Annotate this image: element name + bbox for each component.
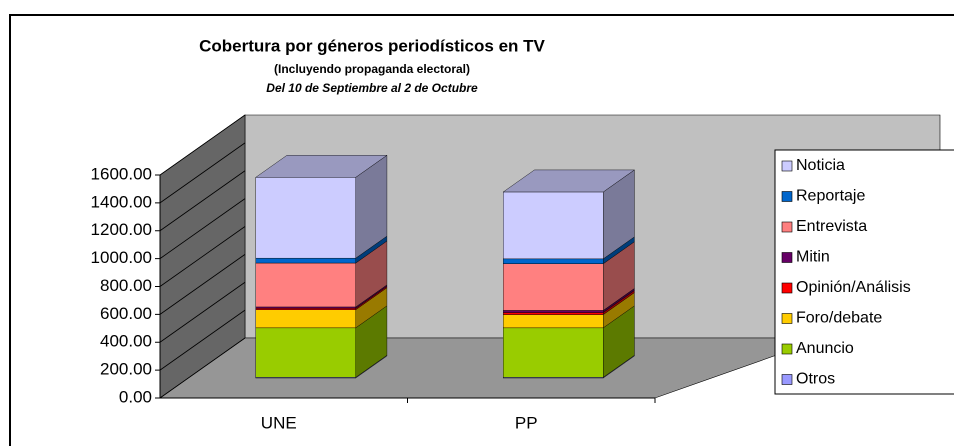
grid-line — [159, 254, 246, 315]
bar-segment — [255, 309, 356, 329]
legend-label: Foro/debate — [796, 310, 882, 327]
bar-segment — [503, 191, 604, 260]
grid-line — [159, 226, 246, 287]
y-tick-label: 1600.00 — [91, 164, 152, 183]
y-tick-label: 1400.00 — [91, 192, 152, 211]
legend-swatch — [781, 191, 793, 202]
legend-swatch — [781, 374, 793, 385]
chart-subtitle: (Incluyendo propaganda electoral) — [274, 62, 470, 76]
legend-label: Reportaje — [796, 188, 865, 205]
y-tick-label: 400.00 — [100, 332, 152, 351]
y-tick-label: 800.00 — [100, 276, 152, 295]
bar-segment — [503, 310, 604, 313]
legend-swatch — [781, 252, 793, 263]
y-tick-label: 1200.00 — [91, 220, 152, 239]
x-tick-label: PP — [515, 413, 538, 432]
bar-segment — [255, 308, 356, 310]
grid-line — [159, 337, 246, 399]
legend-label: Otros — [796, 371, 835, 388]
bar-segment — [255, 177, 356, 259]
y-tick-label: 0.00 — [119, 387, 152, 406]
grid-line — [159, 198, 246, 259]
bar-top — [255, 155, 388, 178]
grid-line — [159, 170, 246, 232]
x-tick-label: UNE — [261, 413, 297, 432]
bar-top — [502, 169, 636, 193]
bar-segment — [255, 327, 356, 378]
bar-segment — [255, 306, 356, 309]
y-tick-label: 200.00 — [100, 360, 152, 379]
bar-segment — [503, 263, 604, 311]
legend-label: Anuncio — [796, 340, 854, 357]
legend-swatch — [781, 343, 793, 355]
grid-line — [159, 309, 246, 371]
grid-line — [159, 114, 246, 176]
bar-segment — [503, 258, 604, 264]
legend-box — [774, 149, 954, 395]
legend-label: Noticia — [796, 157, 845, 174]
grid-line — [159, 142, 246, 204]
chart-title: Cobertura por géneros periodísticos en T… — [199, 36, 545, 55]
legend-swatch — [781, 221, 793, 233]
legend-swatch — [781, 313, 793, 324]
bar-segment — [255, 257, 356, 264]
legend-label: Entrevista — [796, 218, 867, 235]
chart-period: Del 10 de Septiembre al 2 de Octubre — [266, 81, 478, 95]
grid-line — [159, 281, 246, 343]
bar-segment — [255, 262, 356, 308]
legend-label: Mitin — [796, 249, 830, 266]
bar-segment — [503, 327, 604, 378]
legend-swatch — [781, 282, 793, 294]
bar-segment — [503, 314, 604, 329]
y-tick-label: 1000.00 — [91, 248, 152, 267]
legend-label: Opinión/Análisis — [796, 279, 911, 296]
legend-swatch — [781, 160, 793, 172]
bar-segment — [503, 312, 604, 315]
y-tick-label: 600.00 — [100, 304, 152, 323]
